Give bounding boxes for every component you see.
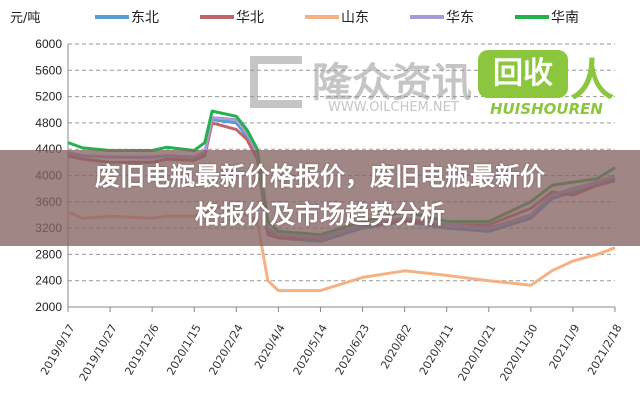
page-title: 废旧电瓶最新价格报价，废旧电瓶最新价 格报价及市场趋势分析: [0, 158, 640, 234]
legend-label: 华东: [446, 10, 474, 26]
legend-label: 华北: [236, 10, 264, 26]
x-tick-label: 2020/8/2: [378, 322, 414, 371]
watermark-left-text: 隆众资讯: [312, 60, 472, 106]
x-tick-label: 2019/9/17: [38, 322, 77, 377]
y-tick-label: 5600: [35, 63, 62, 77]
watermark-left-url: WWW.OILCHEM.NET: [328, 100, 459, 115]
x-tick-label: 2020/10/21: [455, 322, 498, 383]
x-tick-label: 2021/2/18: [585, 322, 624, 377]
huishouren-badge: 回收: [478, 50, 568, 98]
x-tick-label: 2020/6/23: [333, 322, 372, 377]
y-axis-unit: 元/吨: [10, 11, 40, 26]
oilchem-logo-icon: [250, 56, 302, 108]
x-tick-label: 2020/4/4: [252, 322, 288, 371]
legend-label: 华南: [551, 10, 579, 26]
x-tick-label: 2020/5/14: [291, 322, 330, 377]
huishouren-ren-glyph: 人: [570, 55, 614, 106]
x-tick-label: 2020/9/11: [417, 322, 456, 377]
legend-label: 山东: [341, 10, 369, 26]
title-line-1: 废旧电瓶最新价格报价，废旧电瓶最新价: [94, 162, 545, 191]
x-tick-label: 2019/10/27: [77, 322, 120, 383]
x-tick-label: 2021/1/9: [547, 322, 583, 371]
y-tick-label: 2400: [35, 274, 62, 288]
x-tick-label: 2020/1/15: [164, 322, 203, 377]
x-tick-label: 2020/11/30: [497, 322, 540, 383]
y-tick-label: 2000: [35, 300, 62, 314]
y-tick-label: 6000: [35, 37, 62, 51]
y-tick-label: 5200: [35, 90, 62, 104]
y-tick-label: 2800: [35, 247, 62, 261]
legend-label: 东北: [131, 10, 159, 26]
y-tick-label: 4800: [35, 116, 62, 130]
huishouren-en-text: HUISHOUREN: [490, 100, 603, 118]
x-tick-label: 2020/2/24: [206, 322, 245, 377]
title-line-2: 格报价及市场趋势分析: [194, 200, 445, 229]
x-tick-label: 2019/12/6: [122, 322, 161, 377]
title-banner: [0, 150, 640, 246]
